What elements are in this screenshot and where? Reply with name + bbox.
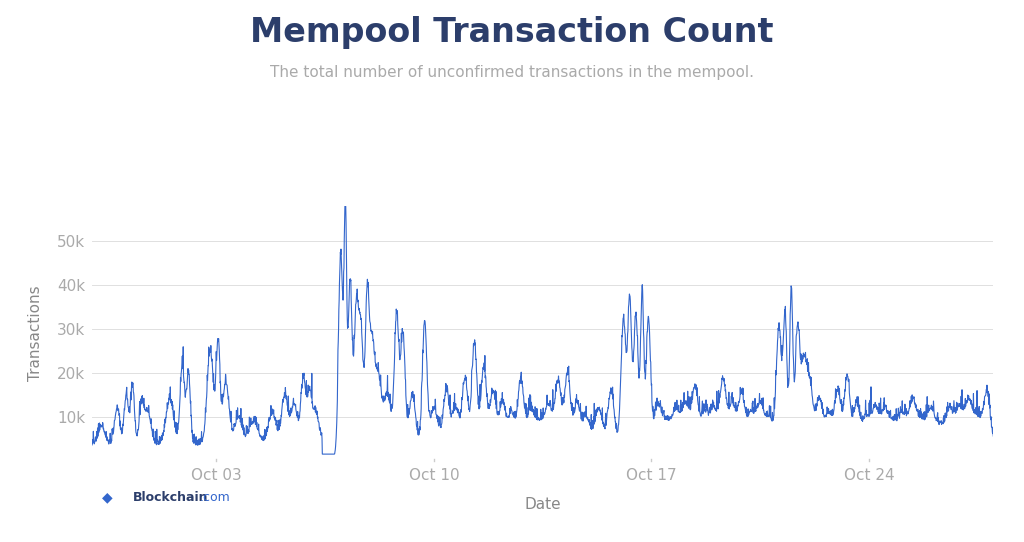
Text: Mempool Transaction Count: Mempool Transaction Count <box>250 16 774 49</box>
Text: .com: .com <box>200 491 230 504</box>
X-axis label: Date: Date <box>524 496 561 512</box>
Text: ◆: ◆ <box>102 490 118 504</box>
Text: The total number of unconfirmed transactions in the mempool.: The total number of unconfirmed transact… <box>270 65 754 80</box>
Text: Blockchain: Blockchain <box>133 491 209 504</box>
Y-axis label: Transactions: Transactions <box>28 286 43 381</box>
